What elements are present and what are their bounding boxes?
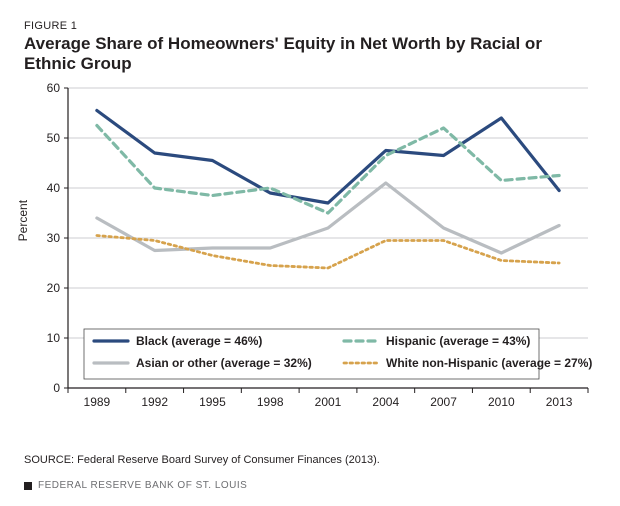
x-tick-label: 1992 [141,395,168,409]
y-tick-label: 20 [47,281,61,295]
chart-container: Percent 01020304050601989199219951998200… [24,82,596,442]
x-tick-label: 1998 [257,395,284,409]
y-axis-label: Percent [16,200,30,241]
x-tick-label: 1995 [199,395,226,409]
y-tick-label: 60 [47,82,61,95]
figure-label: FIGURE 1 [24,20,596,32]
series-hispanic [97,126,559,214]
series-white [97,236,559,269]
y-tick-label: 10 [47,331,61,345]
x-tick-label: 2007 [430,395,457,409]
x-tick-label: 1989 [84,395,111,409]
legend-label: Hispanic (average = 43%) [386,334,530,348]
legend-label: White non-Hispanic (average = 27%) [386,356,592,370]
chart-title: Average Share of Homeowners' Equity in N… [24,34,596,74]
legend-label: Black (average = 46%) [136,334,262,348]
x-tick-label: 2010 [488,395,515,409]
footer-text: FEDERAL RESERVE BANK OF ST. LOUIS [38,480,247,491]
line-chart: 0 10 20 30 40 50 60 1989 1992 1995 1998 2001 2004 200… [24,82,596,442]
y-tick-label: 0 [53,381,60,395]
series-asian_other [97,183,559,253]
x-tick-label: 2013 [546,395,573,409]
legend-label: Asian or other (average = 32%) [136,356,312,370]
x-tick-label: 2001 [315,395,342,409]
source-text: SOURCE: Federal Reserve Board Survey of … [24,454,596,466]
y-tick-label: 50 [47,131,61,145]
y-tick-label: 40 [47,181,61,195]
y-tick-label: 30 [47,231,61,245]
x-tick-label: 2004 [372,395,399,409]
square-icon [24,482,32,490]
footer: FEDERAL RESERVE BANK OF ST. LOUIS [24,480,596,491]
